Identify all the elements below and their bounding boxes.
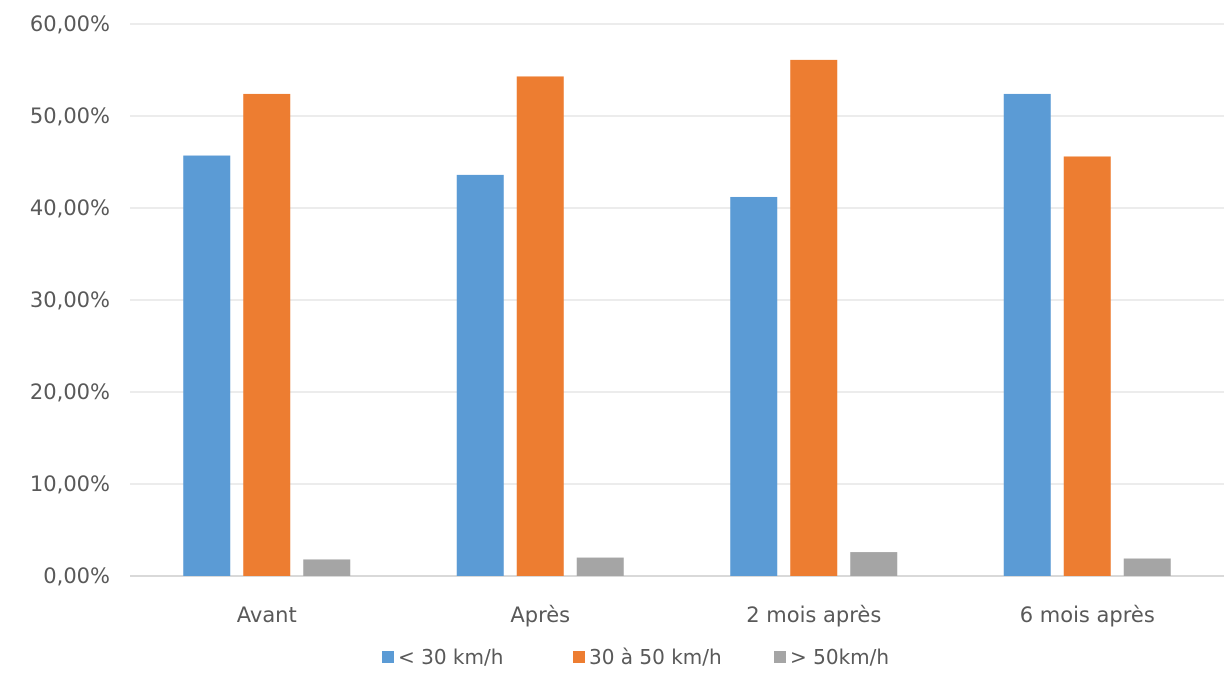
x-tick-label: 2 mois après — [746, 603, 881, 627]
bar-3-4 — [1123, 558, 1171, 576]
gridlines — [130, 23, 1224, 577]
bars — [183, 59, 1171, 577]
bar-1-2 — [456, 174, 504, 576]
y-tick-label: 10,00% — [30, 472, 110, 496]
y-tick-label: 40,00% — [30, 196, 110, 220]
bar-3-2 — [576, 557, 624, 576]
legend: < 30 km/h 30 à 50 km/h > 50km/h — [382, 645, 889, 669]
x-tick-label: Après — [510, 603, 570, 627]
x-tick-label: Avant — [237, 603, 297, 627]
bar-2-1 — [243, 93, 291, 577]
legend-swatch — [573, 651, 585, 663]
y-tick-label: 50,00% — [30, 104, 110, 128]
legend-label: < 30 km/h — [398, 645, 503, 669]
legend-label: 30 à 50 km/h — [589, 645, 722, 669]
legend-swatch — [774, 651, 786, 663]
bar-2-2 — [516, 76, 564, 576]
x-tick-label: 6 mois après — [1020, 603, 1155, 627]
bar-2-3 — [790, 59, 838, 576]
bar-3-3 — [850, 552, 898, 576]
y-tick-label: 20,00% — [30, 380, 110, 404]
x-axis-ticks: Avant Après 2 mois après 6 mois après — [237, 603, 1155, 627]
y-tick-label: 0,00% — [43, 564, 110, 588]
y-axis-ticks: 0,00% 10,00% 20,00% 30,00% 40,00% 50,00% 60,00… — [30, 12, 110, 588]
bar-1-1 — [183, 155, 231, 576]
bar-2-4 — [1063, 156, 1111, 577]
y-tick-label: 30,00% — [30, 288, 110, 312]
bar-1-3 — [730, 196, 778, 576]
y-tick-label: 60,00% — [30, 12, 110, 36]
legend-label: > 50km/h — [790, 645, 889, 669]
bar-1-4 — [1003, 93, 1051, 577]
legend-swatch — [382, 651, 394, 663]
bar-3-1 — [303, 559, 351, 576]
